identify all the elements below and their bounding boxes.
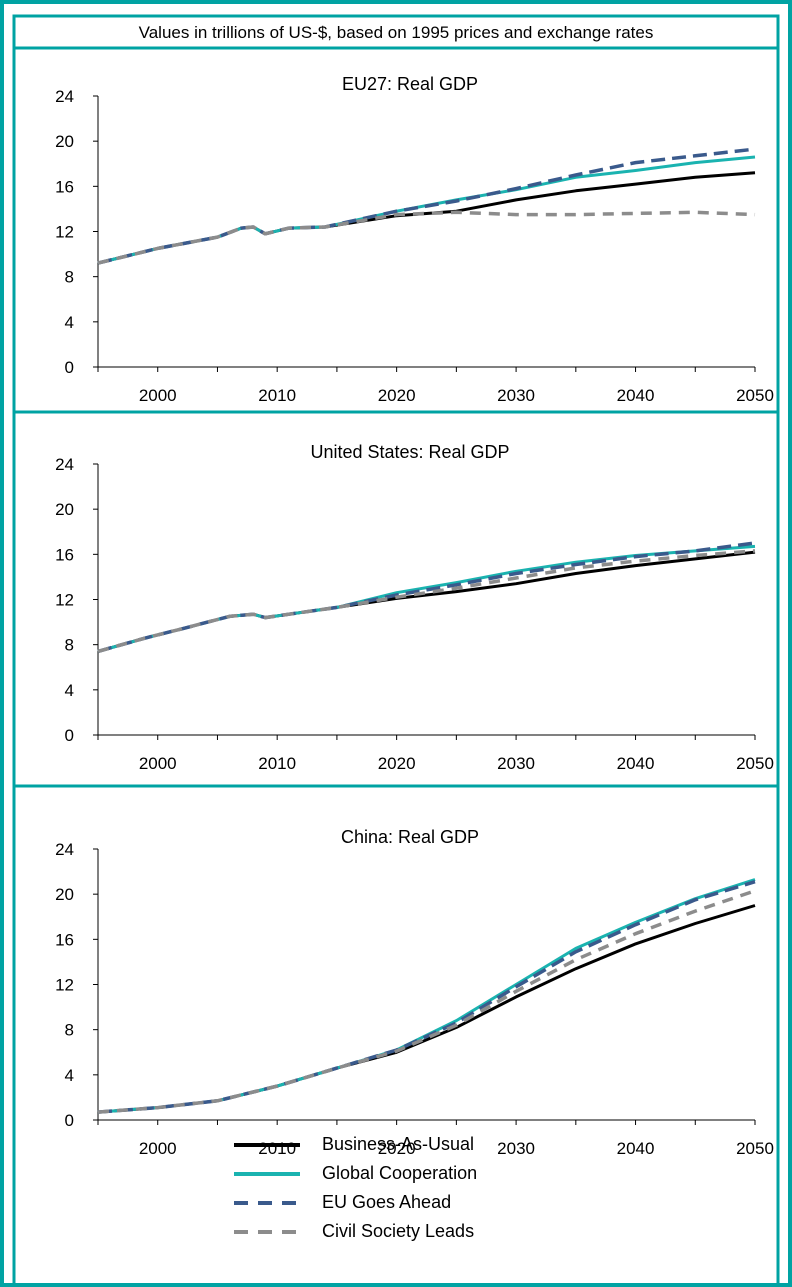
y-tick-label: 20 xyxy=(55,885,74,904)
x-tick-label: 2010 xyxy=(258,386,296,405)
y-tick-label: 20 xyxy=(55,500,74,519)
x-tick-label: 2020 xyxy=(378,1139,416,1158)
legend-item: Business-As-Usual xyxy=(230,1130,630,1159)
series-line xyxy=(97,210,756,265)
legend-swatch xyxy=(234,1143,300,1147)
legend-swatch xyxy=(234,1230,300,1234)
legend-item: Global Cooperation xyxy=(230,1159,630,1188)
x-tick-label: 2030 xyxy=(497,386,535,405)
legend-swatch xyxy=(234,1172,300,1176)
x-tick-label: 2040 xyxy=(617,386,655,405)
x-tick-label: 2050 xyxy=(736,754,774,773)
y-tick-label: 24 xyxy=(55,455,74,474)
x-tick-label: 2050 xyxy=(736,386,774,405)
x-tick-label: 2030 xyxy=(497,1139,535,1158)
series-line xyxy=(97,550,756,653)
y-tick-label: 4 xyxy=(65,1066,74,1085)
y-tick-label: 16 xyxy=(55,930,74,949)
legend-swatch xyxy=(234,1201,300,1205)
x-tick-label: 2020 xyxy=(378,754,416,773)
y-tick-label: 8 xyxy=(65,636,74,655)
x-tick-label: 2000 xyxy=(139,754,177,773)
series-line xyxy=(97,155,756,265)
y-tick-label: 16 xyxy=(55,177,74,196)
series-line xyxy=(97,171,756,265)
chart-panel: United States: Real GDP 0 4 8 12 16 20 24 2000 20… xyxy=(55,442,774,773)
series-line xyxy=(97,147,756,265)
legend-label: Civil Society Leads xyxy=(322,1221,475,1241)
chart-title: China: Real GDP xyxy=(341,827,479,847)
chart-panel: EU27: Real GDP 0 4 8 12 16 20 24 2000 2010 2020 203… xyxy=(55,74,774,405)
y-tick-label: 8 xyxy=(65,268,74,287)
chart-title: United States: Real GDP xyxy=(310,442,509,462)
y-tick-label: 24 xyxy=(55,87,74,106)
series-line xyxy=(97,541,756,654)
chart-title: EU27: Real GDP xyxy=(342,74,478,94)
x-tick-label: 2050 xyxy=(736,1139,774,1158)
x-tick-label: 2000 xyxy=(139,1139,177,1158)
x-tick-label: 2040 xyxy=(617,754,655,773)
x-tick-label: 2020 xyxy=(378,386,416,405)
y-tick-label: 8 xyxy=(65,1021,74,1040)
x-tick-label: 2000 xyxy=(139,386,177,405)
x-tick-label: 2040 xyxy=(617,1139,655,1158)
legend-label: EU Goes Ahead xyxy=(322,1192,452,1212)
y-tick-label: 0 xyxy=(65,1111,74,1130)
x-tick-label: 2030 xyxy=(497,754,535,773)
series-line xyxy=(97,904,756,1114)
legend: Business-As-Usual Global Cooperation EU … xyxy=(230,1130,630,1246)
y-tick-label: 4 xyxy=(65,313,74,332)
series-line xyxy=(97,889,756,1114)
series-line xyxy=(97,549,756,654)
y-tick-label: 4 xyxy=(65,681,74,700)
y-tick-label: 0 xyxy=(65,358,74,377)
legend-label: Business-As-Usual xyxy=(322,1134,475,1154)
y-tick-label: 12 xyxy=(55,223,74,242)
y-tick-label: 24 xyxy=(55,840,74,859)
y-tick-label: 16 xyxy=(55,545,74,564)
y-tick-label: 0 xyxy=(65,726,74,745)
series-line xyxy=(97,880,756,1114)
legend-item: Civil Society Leads xyxy=(230,1217,630,1246)
figure-subtitle: Values in trillions of US-$, based on 19… xyxy=(138,23,654,42)
x-tick-label: 2010 xyxy=(258,754,296,773)
legend-item: EU Goes Ahead xyxy=(230,1188,630,1217)
legend-label: Global Cooperation xyxy=(322,1163,478,1183)
y-tick-label: 12 xyxy=(55,591,74,610)
y-tick-label: 20 xyxy=(55,132,74,151)
y-tick-label: 12 xyxy=(55,976,74,995)
